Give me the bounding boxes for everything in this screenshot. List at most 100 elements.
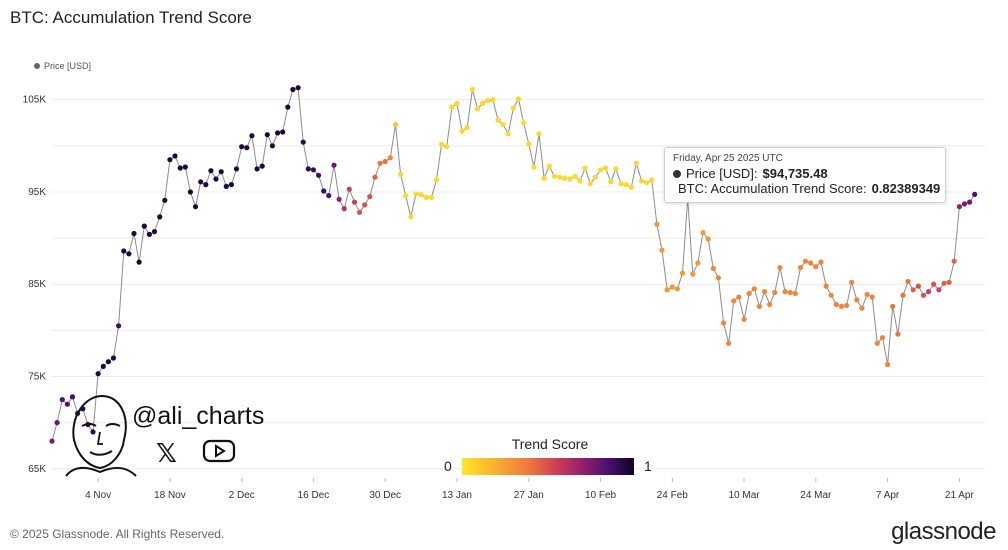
price-point <box>500 122 506 128</box>
price-point <box>562 175 568 181</box>
price-point <box>541 175 547 181</box>
price-point <box>249 133 255 139</box>
price-point <box>495 117 501 123</box>
y-tick-label: 105K <box>23 95 47 106</box>
legend-dot-icon <box>34 63 40 69</box>
price-point <box>767 301 773 308</box>
tooltip-price-label: Price [USD]: <box>686 166 758 181</box>
price-point <box>669 284 675 290</box>
price-point <box>290 86 296 93</box>
price-point <box>951 258 957 264</box>
price-point <box>259 163 265 169</box>
price-point <box>731 298 737 304</box>
price-point <box>967 199 973 205</box>
price-point <box>946 279 952 285</box>
price-point <box>228 182 234 188</box>
price-point <box>618 181 624 187</box>
price-point <box>603 165 609 171</box>
price-point <box>941 280 947 286</box>
price-point <box>454 100 460 106</box>
tooltip-price-row: Price [USD]: $94,735.48 <box>673 166 937 181</box>
price-point <box>746 290 752 297</box>
price-point <box>546 163 552 169</box>
price-point <box>931 281 937 287</box>
price-point <box>864 291 870 297</box>
price-point <box>351 199 358 205</box>
brand-logo: glassnode <box>891 518 996 545</box>
price-point <box>244 145 250 151</box>
price-point <box>464 124 470 130</box>
price-point <box>531 164 537 170</box>
legend-label: Price [USD] <box>44 61 92 71</box>
price-point <box>177 165 183 171</box>
price-point <box>808 260 814 266</box>
price-point <box>926 289 932 295</box>
chart-title: BTC: Accumulation Trend Score <box>10 8 252 27</box>
price-point <box>515 96 522 102</box>
price-point <box>382 158 388 165</box>
legend-price[interactable]: Price [USD] <box>34 61 91 71</box>
author-handle: @ali_charts <box>132 402 265 430</box>
price-point <box>136 259 142 265</box>
price-point <box>162 197 168 203</box>
y-tick-label: 85K <box>28 279 46 290</box>
price-point <box>854 297 860 303</box>
price-point <box>664 287 670 293</box>
price-point <box>54 420 60 426</box>
price-point <box>459 128 465 134</box>
price-point <box>474 106 481 112</box>
price-point <box>823 283 829 289</box>
price-point <box>439 141 445 147</box>
price-point <box>961 201 968 207</box>
price-point <box>521 120 527 126</box>
price-point <box>336 196 342 202</box>
y-tick-label: 65K <box>28 464 46 475</box>
price-point <box>644 180 650 186</box>
price-point <box>787 289 793 296</box>
tooltip-score-label: BTC: Accumulation Trend Score: <box>678 181 867 196</box>
price-point <box>413 191 419 197</box>
price-point <box>690 271 696 277</box>
price-point <box>638 178 645 184</box>
price-point <box>182 164 188 170</box>
price-point <box>736 294 742 300</box>
price-point <box>726 340 732 346</box>
price-point <box>628 184 634 190</box>
price-point <box>910 287 916 293</box>
price-point <box>398 171 404 177</box>
tooltip-date: Friday, Apr 25 2025 UTC <box>673 153 783 164</box>
price-point <box>367 194 373 200</box>
price-point <box>305 166 311 172</box>
price-point <box>218 169 224 175</box>
price-point <box>818 259 824 265</box>
price-point <box>121 248 127 254</box>
price-point <box>100 363 106 369</box>
price-point <box>972 191 978 197</box>
price-point <box>316 172 322 178</box>
x-tick-label: 18 Nov <box>154 490 186 501</box>
price-point <box>803 258 809 264</box>
price-point <box>715 275 722 281</box>
price-point <box>295 85 301 91</box>
price-point <box>582 165 588 171</box>
price-point <box>679 270 686 276</box>
price-point <box>859 305 865 311</box>
price-point <box>649 177 655 183</box>
price-point <box>849 279 855 285</box>
price-point <box>213 176 219 182</box>
price-point <box>608 179 614 185</box>
price-point <box>69 394 76 400</box>
price-point <box>418 192 424 198</box>
price-point <box>285 104 291 110</box>
youtube-icon <box>202 439 236 463</box>
price-point <box>192 204 199 210</box>
price-point <box>95 371 101 377</box>
price-point <box>526 141 532 147</box>
x-tick-label: 2 Dec <box>229 490 255 501</box>
author-watermark: @ali_charts 𝕏 <box>60 388 280 478</box>
copyright: © 2025 Glassnode. All Rights Reserved. <box>10 527 225 541</box>
price-point <box>490 97 496 103</box>
price-point <box>449 104 455 110</box>
price-point <box>510 105 516 111</box>
